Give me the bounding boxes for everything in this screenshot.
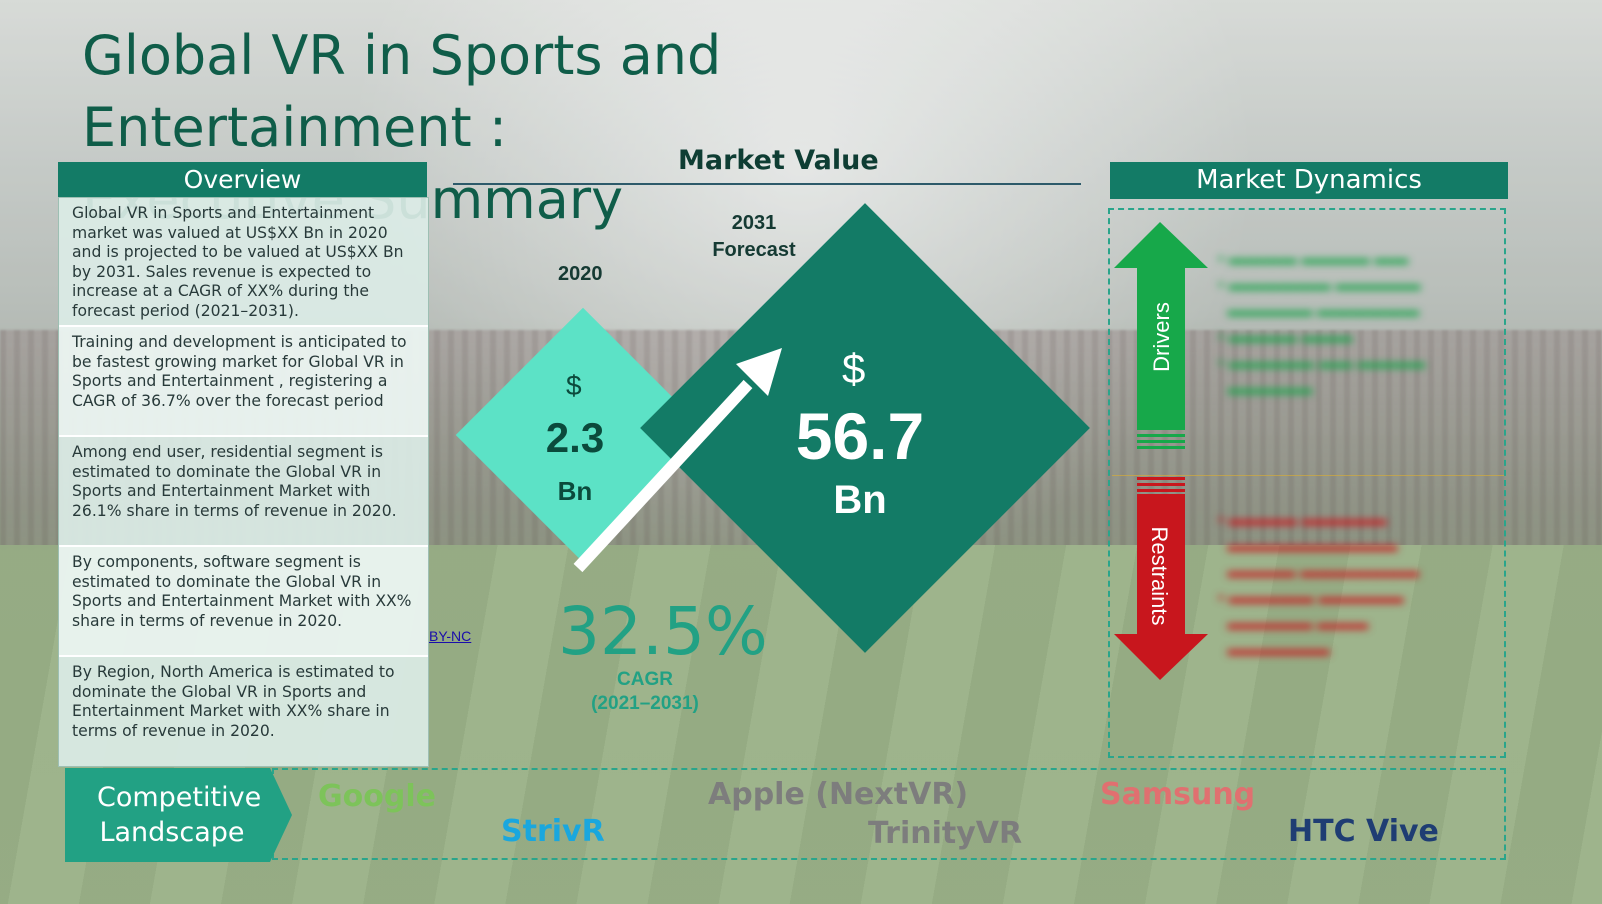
competitive-label-shape <box>65 768 292 862</box>
restraints-blurred-text: ▪ ▬▬▬▬ ▬▬▬▬▬ ▬▬▬▬▬▬▬▬▬▬ ▬▬▬▬ ▬▬▬▬▬▬▬ ▪ ▬▬… <box>1218 510 1420 659</box>
value-2020-unit: Bn <box>557 476 593 506</box>
company-google: Google <box>318 779 436 814</box>
overview-item: Global VR in Sports and Entertainment ma… <box>59 198 428 325</box>
title-line-1: Global VR in Sports and Entertainment : <box>82 24 722 159</box>
cagr-label: CAGR (2021–2031) <box>570 668 720 716</box>
overview-item: Among end user, residential segment is e… <box>59 435 428 545</box>
license-link[interactable]: BY-NC <box>429 628 472 644</box>
competitive-label-line-1: Competitive <box>97 782 262 813</box>
restraints-label: Restraints <box>1147 526 1172 625</box>
restraints-arrow-down-icon <box>1114 477 1208 680</box>
drivers-blurred-text: ▪ ▬▬▬▬ ▬▬▬▬ ▬▬ ▪ ▬▬▬▬▬▬ ▬▬▬▬▬ ▬▬▬▬▬ ▬▬▬▬▬… <box>1218 249 1426 398</box>
year-start-label: 2020 <box>558 263 603 285</box>
value-2020-currency: $ <box>566 370 582 401</box>
growth-arrow-shaft <box>573 379 753 573</box>
year-end-label: 2031 Forecast <box>708 210 800 264</box>
company-apple: Apple (NextVR) <box>708 777 969 812</box>
overview-item: By Region, North America is estimated to… <box>59 655 428 766</box>
company-htc-vive: HTC Vive <box>1288 814 1439 849</box>
drivers-arrow-up-icon <box>1114 222 1208 449</box>
growth-arrow-head <box>736 348 782 396</box>
year-end-year: 2031 <box>731 212 777 234</box>
year-end-forecast: Forecast <box>712 239 796 261</box>
cagr-label-text: CAGR <box>617 669 673 690</box>
value-2031-currency: $ <box>842 345 866 392</box>
competitive-landscape-label: Competitive Landscape <box>97 780 262 850</box>
market-dynamics-heading: Market Dynamics <box>1110 162 1508 199</box>
market-value-heading: Market Value <box>678 145 879 176</box>
dynamics-divider <box>1112 475 1504 476</box>
value-2031-unit: Bn <box>833 478 887 522</box>
market-value-divider <box>453 183 1081 185</box>
company-samsung: Samsung <box>1100 777 1256 812</box>
overview-item: Training and development is anticipated … <box>59 325 428 435</box>
drivers-label: Drivers <box>1149 302 1174 372</box>
competitive-label-line-2: Landscape <box>99 817 245 848</box>
value-2031: 56.7 <box>795 399 925 473</box>
company-trinityvr: TrinityVR <box>868 816 1023 851</box>
company-strivr: StrivR <box>501 814 605 849</box>
cagr-value: 32.5% <box>558 593 768 670</box>
overview-heading: Overview <box>58 162 427 197</box>
overview-item: By components, software segment is estim… <box>59 545 428 655</box>
market-dynamics-panel <box>1108 208 1506 758</box>
value-2020: 2.3 <box>545 414 605 461</box>
cagr-period: (2021–2031) <box>591 693 699 714</box>
overview-panel: Global VR in Sports and Entertainment ma… <box>58 197 429 767</box>
